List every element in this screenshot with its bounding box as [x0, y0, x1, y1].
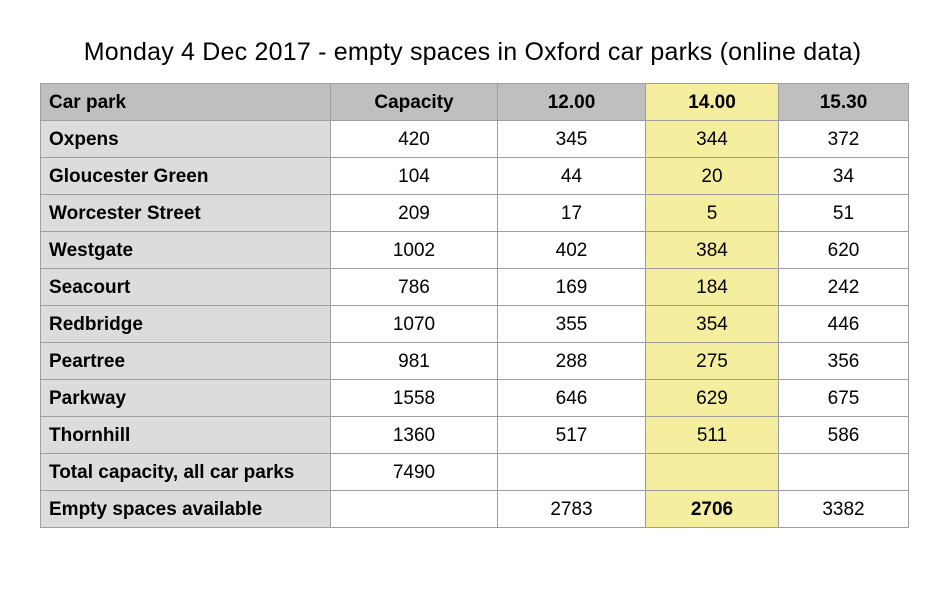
table-row-total-capacity: Total capacity, all car parks 7490 — [40, 453, 909, 491]
cell-1200: 345 — [497, 120, 646, 158]
cell-1200: 646 — [497, 379, 646, 417]
cell-1530: 586 — [778, 416, 909, 454]
capacity-cell: 1360 — [330, 416, 498, 454]
capacity-cell: 786 — [330, 268, 498, 306]
cell-1400 — [645, 453, 779, 491]
cell-1200: 288 — [497, 342, 646, 380]
cell-1200: 402 — [497, 231, 646, 269]
cell-1200: 517 — [497, 416, 646, 454]
cell-1200 — [497, 453, 646, 491]
page-title: Monday 4 Dec 2017 - empty spaces in Oxfo… — [83, 38, 862, 66]
header-1400: 14.00 — [645, 83, 779, 121]
cell-1200: 355 — [497, 305, 646, 343]
capacity-cell: 1002 — [330, 231, 498, 269]
row-label: Worcester Street — [40, 194, 331, 232]
table-row-oxpens: Oxpens 420 345 344 372 — [40, 120, 909, 158]
row-label: Total capacity, all car parks — [40, 453, 331, 491]
table-row-westgate: Westgate 1002 402 384 620 — [40, 231, 909, 269]
header-capacity: Capacity — [330, 83, 498, 121]
table-header-row: Car park Capacity 12.00 14.00 15.30 — [40, 83, 909, 121]
cell-1400: 184 — [645, 268, 779, 306]
row-label: Redbridge — [40, 305, 331, 343]
cell-1530 — [778, 453, 909, 491]
cell-1400: 275 — [645, 342, 779, 380]
capacity-cell: 7490 — [330, 453, 498, 491]
capacity-cell: 1558 — [330, 379, 498, 417]
cell-1530: 446 — [778, 305, 909, 343]
cell-1530: 242 — [778, 268, 909, 306]
table-row-thornhill: Thornhill 1360 517 511 586 — [40, 416, 909, 454]
table-row-parkway: Parkway 1558 646 629 675 — [40, 379, 909, 417]
cell-1530: 675 — [778, 379, 909, 417]
row-label: Parkway — [40, 379, 331, 417]
cell-1530: 3382 — [778, 490, 909, 528]
table-row-worcester-street: Worcester Street 209 17 5 51 — [40, 194, 909, 232]
capacity-cell: 104 — [330, 157, 498, 195]
cell-1400: 511 — [645, 416, 779, 454]
cell-1400: 20 — [645, 157, 779, 195]
cell-1530: 372 — [778, 120, 909, 158]
capacity-cell: 209 — [330, 194, 498, 232]
cell-1530: 356 — [778, 342, 909, 380]
cell-1200: 44 — [497, 157, 646, 195]
cell-1400: 354 — [645, 305, 779, 343]
cell-1200: 17 — [497, 194, 646, 232]
capacity-cell — [330, 490, 498, 528]
cell-1200: 2783 — [497, 490, 646, 528]
car-park-table: Car park Capacity 12.00 14.00 15.30 Oxpe… — [40, 83, 909, 528]
cell-1400: 5 — [645, 194, 779, 232]
table-row-redbridge: Redbridge 1070 355 354 446 — [40, 305, 909, 343]
cell-1400: 384 — [645, 231, 779, 269]
row-label: Gloucester Green — [40, 157, 331, 195]
cell-1530: 34 — [778, 157, 909, 195]
table-row-peartree: Peartree 981 288 275 356 — [40, 342, 909, 380]
header-1200: 12.00 — [497, 83, 646, 121]
capacity-cell: 1070 — [330, 305, 498, 343]
cell-1200: 169 — [497, 268, 646, 306]
row-label: Peartree — [40, 342, 331, 380]
row-label: Westgate — [40, 231, 331, 269]
capacity-cell: 420 — [330, 120, 498, 158]
cell-1400: 344 — [645, 120, 779, 158]
table-row-seacourt: Seacourt 786 169 184 242 — [40, 268, 909, 306]
row-label: Empty spaces available — [40, 490, 331, 528]
capacity-cell: 981 — [330, 342, 498, 380]
row-label: Oxpens — [40, 120, 331, 158]
row-label: Thornhill — [40, 416, 331, 454]
row-label: Seacourt — [40, 268, 331, 306]
cell-1530: 51 — [778, 194, 909, 232]
cell-1400: 629 — [645, 379, 779, 417]
cell-1400: 2706 — [645, 490, 779, 528]
cell-1530: 620 — [778, 231, 909, 269]
table-row-empty-spaces: Empty spaces available 2783 2706 3382 — [40, 490, 909, 528]
header-car-park: Car park — [40, 83, 331, 121]
table-row-gloucester-green: Gloucester Green 104 44 20 34 — [40, 157, 909, 195]
header-1530: 15.30 — [778, 83, 909, 121]
